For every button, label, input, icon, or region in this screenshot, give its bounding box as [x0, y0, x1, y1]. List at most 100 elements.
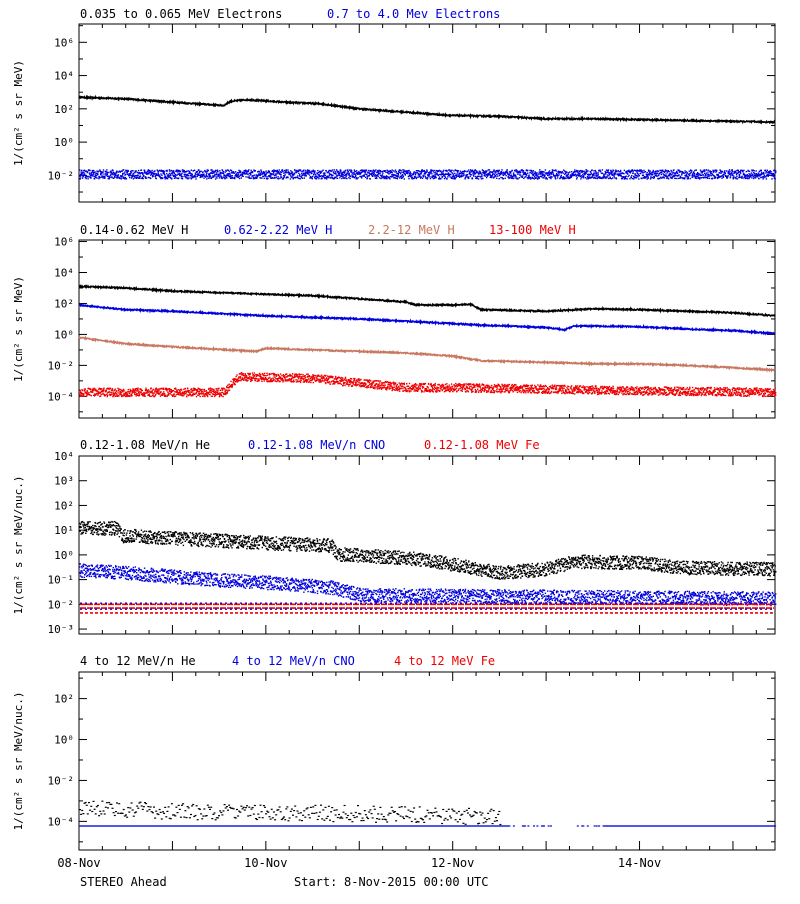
data-point — [711, 171, 712, 172]
data-point — [134, 177, 135, 178]
data-point — [198, 388, 199, 389]
data-point — [742, 171, 743, 172]
data-point — [341, 178, 342, 179]
data-point — [470, 386, 471, 387]
data-point — [144, 170, 145, 171]
data-point — [247, 380, 248, 381]
data-point — [647, 174, 648, 175]
data-point — [298, 376, 299, 377]
data-point — [239, 380, 240, 381]
data-point — [537, 178, 538, 179]
start-label: Start: — [294, 875, 337, 889]
data-point — [321, 375, 322, 376]
data-point — [420, 386, 421, 387]
data-point — [486, 177, 487, 178]
data-point — [221, 395, 222, 396]
data-point — [316, 178, 317, 179]
data-point — [294, 170, 295, 171]
data-point — [179, 391, 180, 392]
data-point — [235, 384, 236, 385]
data-point — [376, 383, 377, 384]
data-point — [407, 172, 408, 173]
data-point — [538, 173, 539, 174]
series-line — [79, 97, 775, 123]
data-point — [773, 173, 774, 174]
data-point — [118, 174, 119, 175]
data-point — [544, 174, 545, 175]
data-point — [292, 373, 293, 374]
data-point — [529, 170, 530, 171]
data-point — [496, 385, 497, 386]
data-point — [146, 178, 147, 179]
data-point — [588, 178, 589, 179]
data-point — [608, 175, 609, 176]
data-point — [302, 178, 303, 179]
data-point — [273, 172, 274, 173]
data-point — [443, 170, 444, 171]
data-point — [103, 173, 104, 174]
data-point — [595, 171, 596, 172]
data-point — [773, 174, 774, 175]
data-point — [290, 170, 291, 171]
data-point — [652, 177, 653, 178]
data-point — [99, 177, 100, 178]
data-point — [122, 173, 123, 174]
data-point — [261, 379, 262, 380]
data-point — [547, 178, 548, 179]
data-point — [241, 372, 242, 373]
data-point — [449, 391, 450, 392]
data-point — [155, 176, 156, 177]
data-point — [497, 391, 498, 392]
data-point — [611, 173, 612, 174]
data-point — [579, 174, 580, 175]
data-point — [478, 176, 479, 177]
data-point — [274, 177, 275, 178]
data-point — [348, 177, 349, 178]
data-point — [279, 169, 280, 170]
data-point — [378, 171, 379, 172]
data-point — [520, 172, 521, 173]
data-point — [690, 178, 691, 179]
data-point — [383, 385, 384, 386]
data-point — [472, 178, 473, 179]
data-point — [297, 381, 298, 382]
data-point — [386, 178, 387, 179]
data-point — [731, 173, 732, 174]
data-point — [355, 175, 356, 176]
data-point — [470, 383, 471, 384]
data-point — [658, 171, 659, 172]
data-point — [290, 178, 291, 179]
data-point — [738, 170, 739, 171]
data-point — [306, 175, 307, 176]
data-point — [696, 178, 697, 179]
data-point — [700, 170, 701, 171]
data-point — [427, 178, 428, 179]
data-point — [391, 383, 392, 384]
data-point — [413, 388, 414, 389]
data-point — [436, 391, 437, 392]
data-point — [436, 173, 437, 174]
data-point — [306, 374, 307, 375]
data-point — [155, 394, 156, 395]
data-point — [478, 392, 479, 393]
data-point — [212, 396, 213, 397]
data-point — [704, 169, 705, 170]
data-point — [769, 175, 770, 176]
data-point — [334, 383, 335, 384]
data-point — [290, 175, 291, 176]
data-point — [252, 172, 253, 173]
data-point — [164, 393, 165, 394]
data-point — [739, 174, 740, 175]
data-point — [123, 173, 124, 174]
data-point — [445, 384, 446, 385]
data-point — [729, 171, 730, 172]
data-point — [116, 390, 117, 391]
data-point — [234, 177, 235, 178]
data-point — [612, 171, 613, 172]
data-point — [282, 169, 283, 170]
data-point — [434, 172, 435, 173]
data-point — [273, 379, 274, 380]
data-point — [295, 177, 296, 178]
data-point — [142, 390, 143, 391]
data-point — [167, 178, 168, 179]
